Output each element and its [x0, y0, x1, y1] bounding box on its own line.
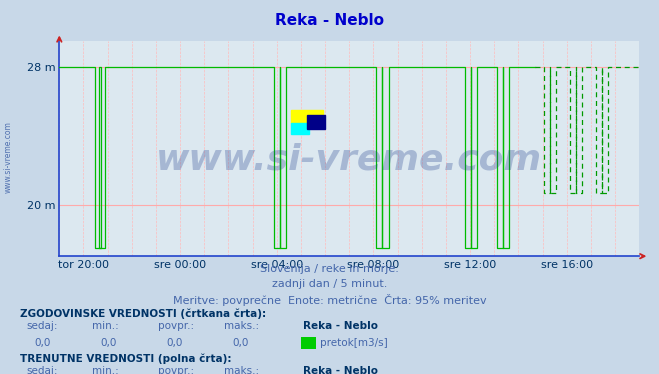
- Text: 0,0: 0,0: [101, 338, 117, 348]
- Text: Reka - Neblo: Reka - Neblo: [303, 321, 378, 331]
- Text: povpr.:: povpr.:: [158, 366, 194, 374]
- Text: pretok[m3/s]: pretok[m3/s]: [320, 338, 387, 348]
- Bar: [291, 110, 323, 123]
- Text: TRENUTNE VREDNOSTI (polna črta):: TRENUTNE VREDNOSTI (polna črta):: [20, 353, 231, 364]
- Text: sedaj:: sedaj:: [26, 321, 58, 331]
- Text: 0,0: 0,0: [167, 338, 183, 348]
- Text: 0,0: 0,0: [35, 338, 51, 348]
- Text: ZGODOVINSKE VREDNOSTI (črtkana črta):: ZGODOVINSKE VREDNOSTI (črtkana črta):: [20, 309, 266, 319]
- Text: maks.:: maks.:: [224, 366, 259, 374]
- Text: min.:: min.:: [92, 321, 119, 331]
- Text: min.:: min.:: [92, 366, 119, 374]
- Text: Reka - Neblo: Reka - Neblo: [275, 13, 384, 28]
- Text: Reka - Neblo: Reka - Neblo: [303, 366, 378, 374]
- Text: www.si-vreme.com: www.si-vreme.com: [156, 142, 542, 177]
- Text: povpr.:: povpr.:: [158, 321, 194, 331]
- Bar: [307, 114, 325, 129]
- Text: zadnji dan / 5 minut.: zadnji dan / 5 minut.: [272, 279, 387, 289]
- Text: 0,0: 0,0: [233, 338, 248, 348]
- Text: sedaj:: sedaj:: [26, 366, 58, 374]
- Text: www.si-vreme.com: www.si-vreme.com: [3, 121, 13, 193]
- Bar: [291, 123, 309, 134]
- Text: maks.:: maks.:: [224, 321, 259, 331]
- Text: Slovenija / reke in morje.: Slovenija / reke in morje.: [260, 264, 399, 274]
- Text: Meritve: povprečne  Enote: metrične  Črta: 95% meritev: Meritve: povprečne Enote: metrične Črta:…: [173, 294, 486, 306]
